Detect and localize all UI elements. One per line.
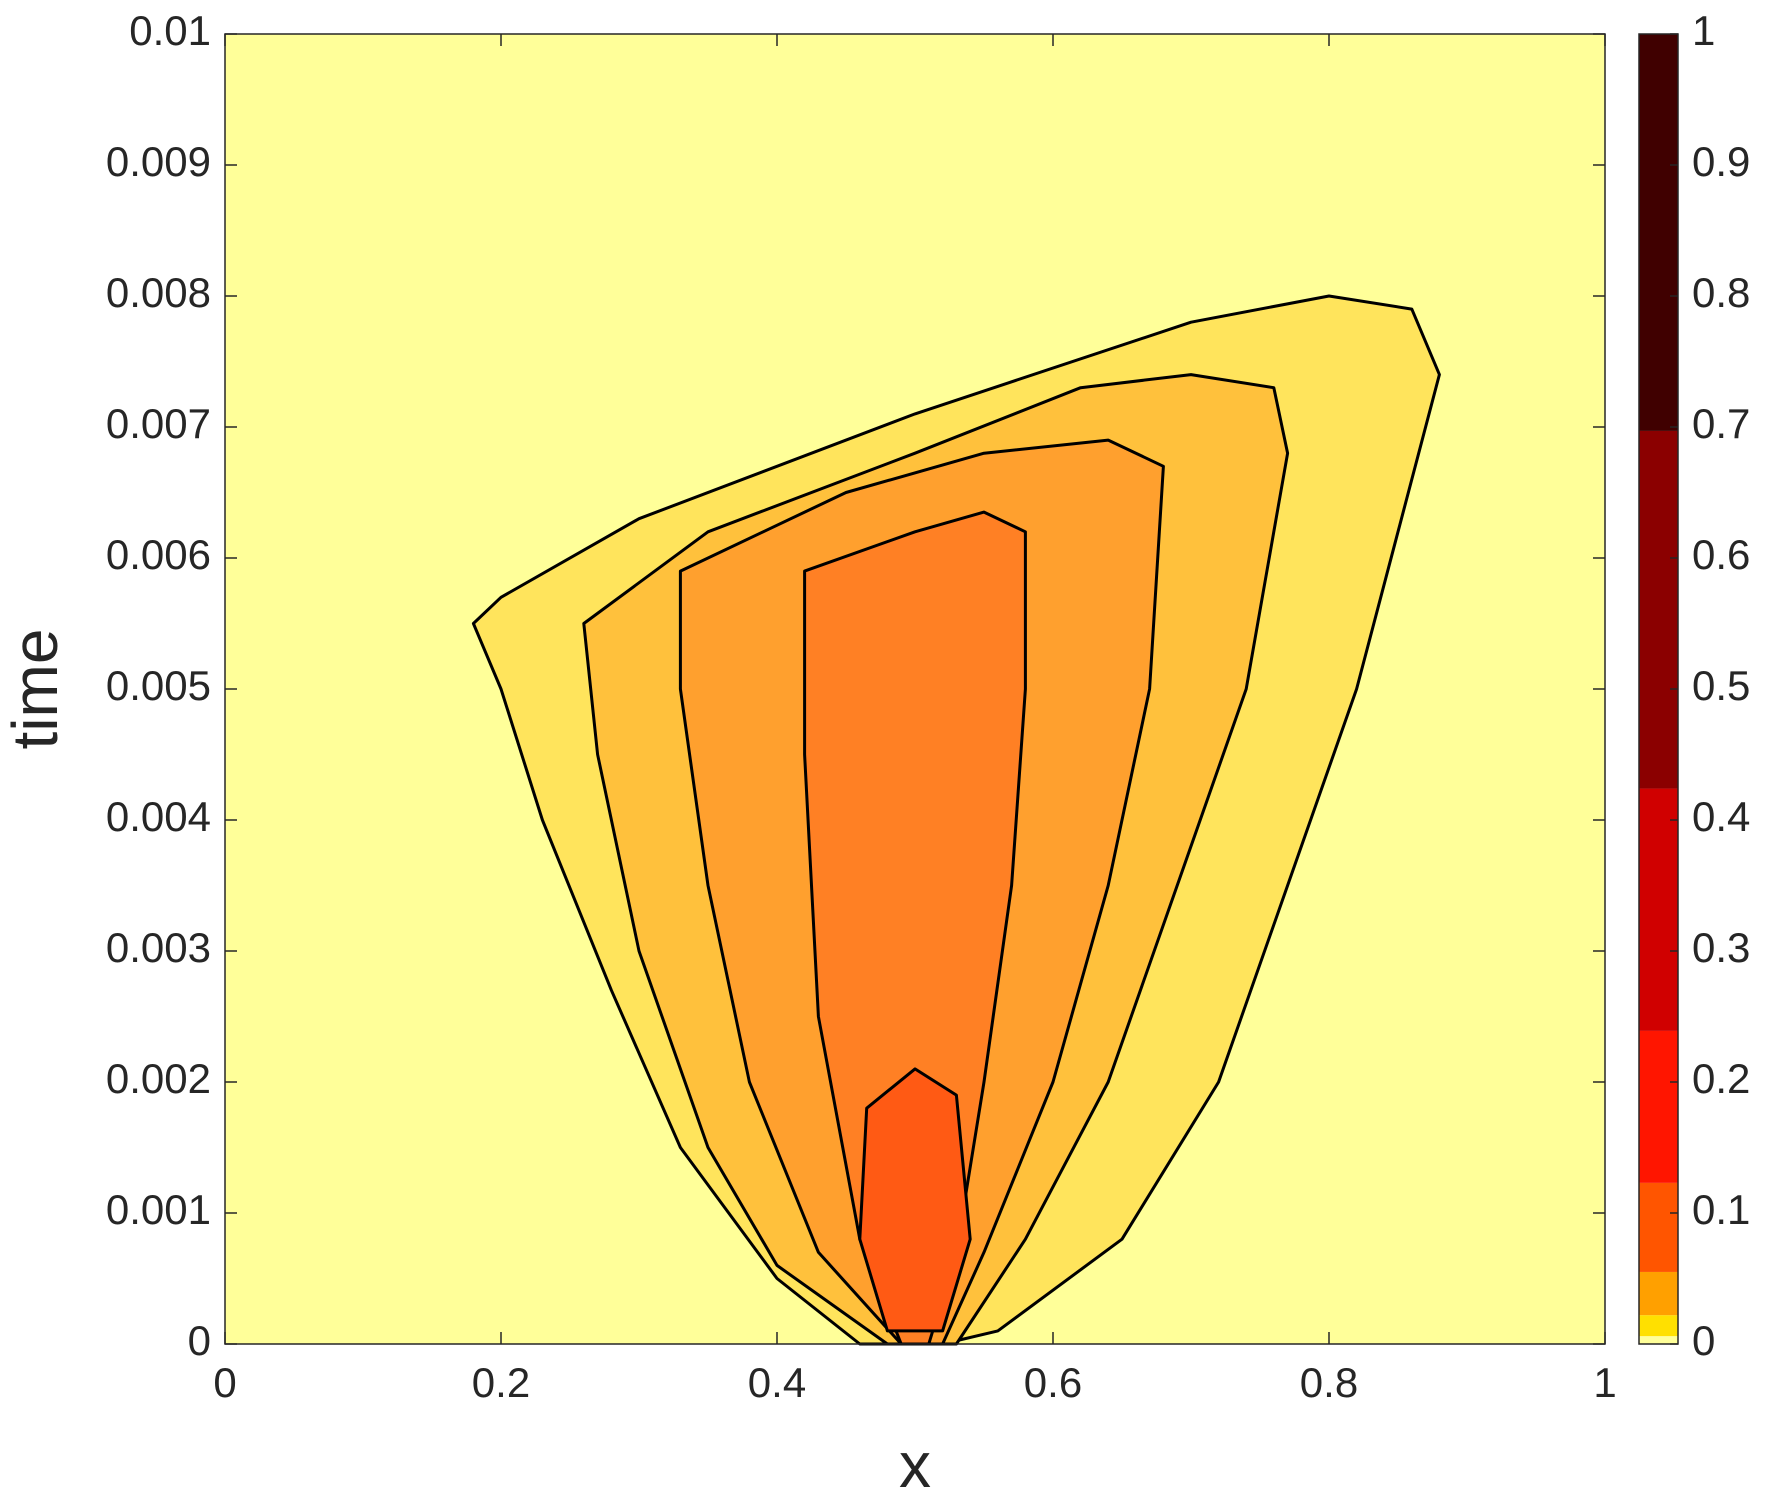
x-tick-label: 0.2 [472, 1359, 530, 1406]
colorbar-segment [1639, 1336, 1678, 1344]
colorbar-segment [1639, 1271, 1678, 1316]
colorbar-segment [1639, 1315, 1678, 1337]
colorbar-segment [1639, 1030, 1678, 1183]
x-tick-label: 0.4 [748, 1359, 806, 1406]
colorbar-tick-label: 0.3 [1692, 924, 1750, 971]
y-tick-label: 0.006 [106, 531, 211, 578]
colorbar-tick-label: 0 [1692, 1317, 1715, 1364]
y-tick-label: 0.005 [106, 662, 211, 709]
x-tick-label: 0.8 [1300, 1359, 1358, 1406]
y-axis-label: time [0, 629, 71, 750]
colorbar-tick-label: 0.8 [1692, 269, 1750, 316]
x-axis-label: x [899, 1429, 931, 1495]
x-tick-label: 0 [213, 1359, 236, 1406]
colorbar-tick-label: 0.2 [1692, 1055, 1750, 1102]
colorbar-tick-label: 1 [1692, 7, 1715, 54]
colorbar-segment [1639, 788, 1678, 1031]
y-tick-label: 0 [188, 1317, 211, 1364]
y-tick-label: 0.01 [129, 7, 211, 54]
colorbar-tick-label: 0.4 [1692, 793, 1750, 840]
contour-region [858, 1067, 972, 1333]
colorbar-tick-label: 0.1 [1692, 1186, 1750, 1233]
x-tick-label: 1 [1593, 1359, 1616, 1406]
y-tick-label: 0.009 [106, 138, 211, 185]
colorbar-tick-label: 0.9 [1692, 138, 1750, 185]
x-tick-label: 0.6 [1024, 1359, 1082, 1406]
y-tick-label: 0.008 [106, 269, 211, 316]
colorbar-tick-label: 0.5 [1692, 662, 1750, 709]
colorbar-tick-label: 0.7 [1692, 400, 1750, 447]
y-tick-label: 0.004 [106, 793, 211, 840]
y-tick-label: 0.001 [106, 1186, 211, 1233]
colorbar-tick-label: 0.6 [1692, 531, 1750, 578]
y-tick-label: 0.003 [106, 924, 211, 971]
colorbar-segment [1639, 34, 1678, 431]
colorbar-segment [1639, 1182, 1678, 1272]
y-tick-label: 0.007 [106, 400, 211, 447]
y-tick-label: 0.002 [106, 1055, 211, 1102]
colorbar-segment [1639, 430, 1678, 789]
